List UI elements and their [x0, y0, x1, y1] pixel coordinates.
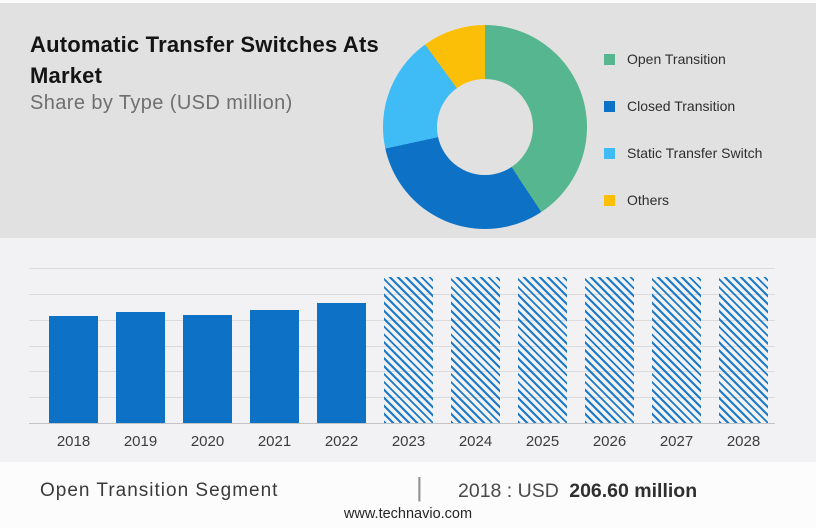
legend-label: Open Transition	[627, 51, 726, 67]
x-tick-label-2019: 2019	[123, 433, 158, 450]
bar-2018	[49, 316, 98, 423]
legend-item-closed-transition: Closed Transition	[604, 98, 762, 114]
legend-label: Others	[627, 192, 670, 208]
bar-2026-forecast	[585, 277, 634, 423]
x-tick-label-2024: 2024	[458, 433, 493, 450]
x-tick-label-2020: 2020	[190, 433, 225, 450]
legend-label: Closed Transition	[627, 98, 736, 114]
bar-chart-section: 2018 2019 2020 2021 2022 2023 2024 2025 2026 2027…	[0, 238, 816, 462]
gridline	[29, 268, 775, 269]
bar-2022	[317, 303, 366, 423]
x-tick-label-2025: 2025	[525, 433, 560, 450]
bar-2019	[116, 312, 165, 423]
x-tick-label-2026: 2026	[592, 433, 627, 450]
x-tick-label-2027: 2027	[659, 433, 694, 450]
bar-2028-forecast	[719, 277, 768, 423]
legend-label: Static Transfer Switch	[627, 145, 763, 161]
donut-legend: Open Transition Closed Transition Static…	[604, 51, 763, 241]
bar-2021	[250, 310, 299, 423]
page-title: Automatic Transfer Switches Ats Market	[30, 32, 379, 88]
bar-2024-forecast	[451, 277, 500, 423]
x-axis-line	[29, 423, 775, 424]
legend-item-open-transition: Open Transition	[604, 51, 762, 67]
bar-2020	[183, 315, 232, 423]
legend-swatch-lightblue	[604, 147, 615, 159]
x-tick-label-2023: 2023	[391, 433, 426, 450]
value-prefix: 2018 : USD	[458, 480, 559, 502]
x-tick-label-2018: 2018	[56, 433, 91, 450]
bar-2027-forecast	[652, 277, 701, 423]
bar-2025-forecast	[518, 277, 567, 423]
x-tick-label-2028: 2028	[726, 433, 761, 450]
legend-item-others: Others	[604, 192, 762, 208]
website-url: www.technavio.com	[343, 506, 473, 522]
separator-bar: |	[416, 472, 423, 502]
footer: Open Transition Segment | 2018 : USD 206…	[0, 462, 816, 528]
legend-swatch-blue	[604, 100, 615, 112]
donut-hole	[437, 79, 533, 175]
bar-plot: 2018 2019 2020 2021 2022 2023 2024 2025 2026 2027…	[29, 268, 775, 450]
value-amount: 206.60 million	[569, 480, 698, 502]
x-tick-label-2021: 2021	[257, 433, 292, 450]
page-subtitle: Share by Type (USD million)	[30, 92, 293, 114]
segment-value: 2018 : USD 206.60 million	[458, 480, 697, 503]
bar-2023-forecast	[384, 277, 433, 423]
legend-swatch-green	[604, 53, 615, 65]
x-tick-label-2022: 2022	[324, 433, 359, 450]
legend-item-static-transfer-switch: Static Transfer Switch	[604, 145, 763, 161]
donut-chart	[383, 25, 587, 229]
header-panel: Automatic Transfer Switches Ats Market S…	[0, 3, 816, 238]
legend-swatch-yellow	[604, 194, 615, 206]
segment-label: Open Transition Segment	[40, 480, 279, 501]
